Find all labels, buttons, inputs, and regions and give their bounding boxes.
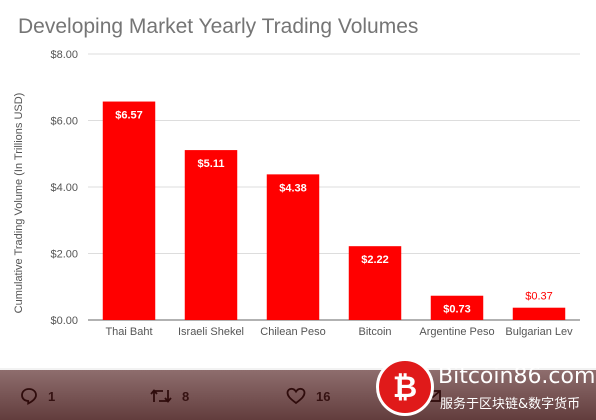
x-tick-label: Bitcoin: [358, 326, 391, 338]
data-label: $0.37: [525, 291, 553, 303]
y-axis-label: Cumulative Trading Volume (In Trillions …: [13, 93, 25, 314]
bar: [512, 307, 566, 320]
data-label: $5.11: [198, 158, 225, 170]
retweet-button[interactable]: 8: [150, 386, 189, 406]
chart-title: Developing Market Yearly Trading Volumes: [18, 15, 418, 38]
data-label: $0.73: [443, 304, 471, 316]
bitcoin-logo-icon: ₿: [376, 358, 434, 416]
retweet-count: 8: [182, 388, 190, 404]
bar: [102, 101, 156, 320]
watermark-site: Bitcoin86.com: [438, 364, 596, 389]
like-count: 16: [316, 388, 331, 404]
y-tick-label: $4.00: [50, 182, 78, 194]
data-label: $2.22: [361, 254, 389, 266]
y-tick-label: $6.00: [50, 116, 78, 128]
bitcoin-logo-glyph: ₿: [392, 369, 418, 405]
data-label: $4.38: [279, 182, 307, 194]
heart-icon: [286, 387, 306, 405]
bar: [430, 295, 484, 320]
x-tick-label: Chilean Peso: [260, 326, 325, 338]
reply-button[interactable]: 1: [20, 386, 55, 406]
bars-layer: [102, 101, 566, 320]
x-tick-label: Thai Baht: [105, 326, 152, 338]
y-tick-label: $2.00: [50, 249, 78, 261]
like-button[interactable]: 16: [286, 386, 330, 406]
reply-count: 1: [48, 388, 56, 404]
data-label: $6.57: [115, 110, 143, 122]
grid-layer: [88, 53, 580, 321]
x-tick-label: Argentine Peso: [419, 326, 494, 338]
retweet-icon: [150, 389, 172, 403]
x-tick-label: Israeli Shekel: [178, 326, 244, 338]
y-tick-label: $0.00: [50, 315, 78, 327]
bar-chart: Developing Market Yearly Trading Volumes…: [13, 15, 580, 338]
reply-icon: [21, 388, 37, 405]
x-tick-label: Bulgarian Lev: [505, 326, 573, 338]
watermark-tagline: 服务于区块链&数字货币: [440, 397, 581, 412]
labels-layer: $0.00 $2.00 $4.00 $6.00 $8.00 $6.57 Thai Baht $…: [50, 49, 573, 338]
y-tick-label: $8.00: [50, 49, 78, 61]
bar: [184, 150, 238, 320]
bar: [348, 246, 402, 320]
bar: [266, 174, 320, 320]
